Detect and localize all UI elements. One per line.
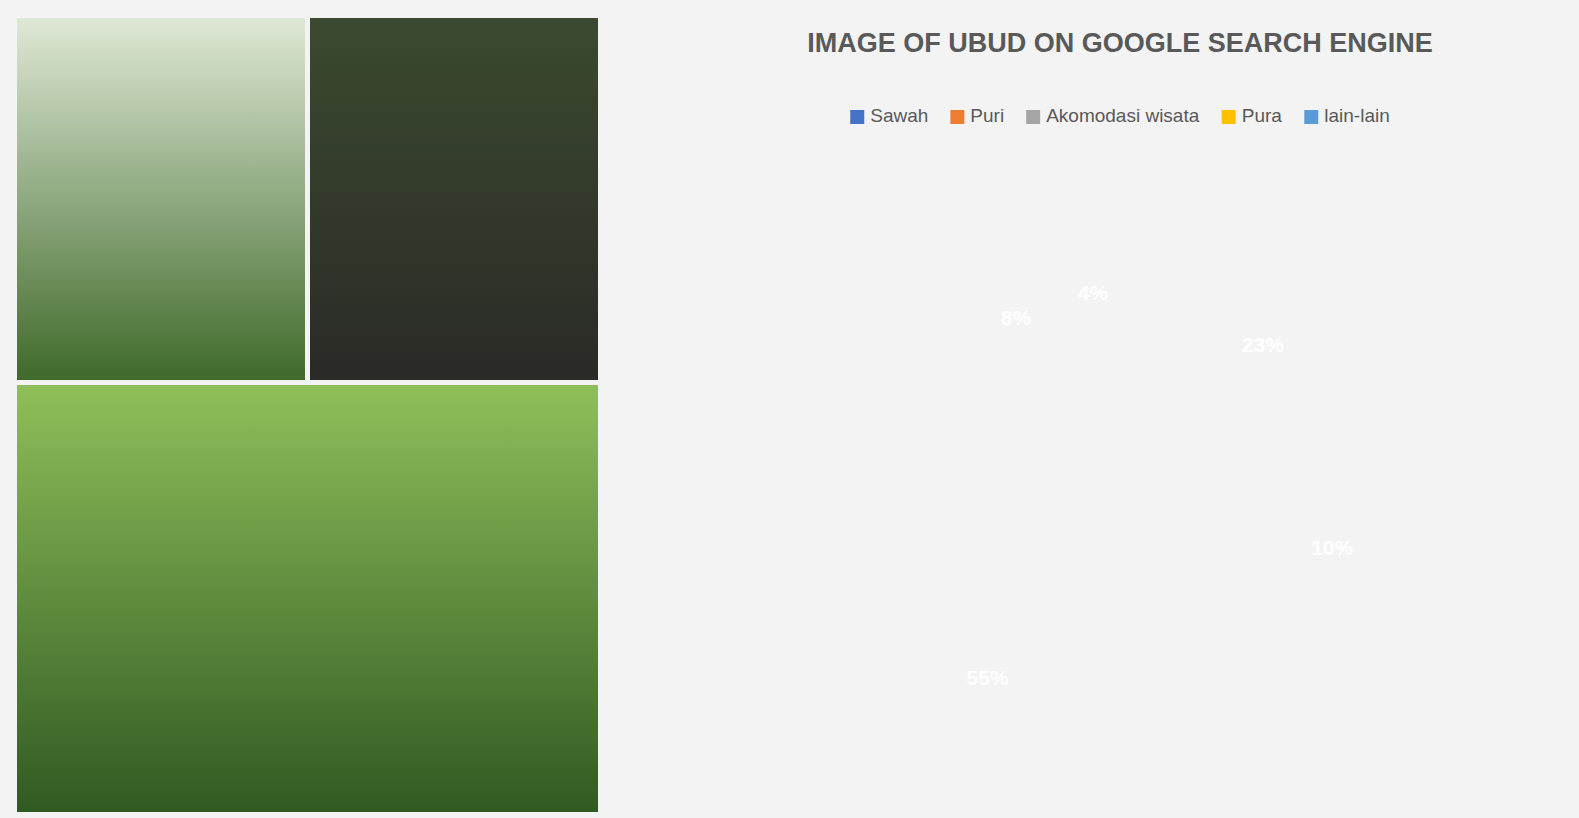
chart-title: IMAGE OF UBUD ON GOOGLE SEARCH ENGINE (807, 28, 1433, 58)
data-label: 8% (1001, 306, 1032, 329)
legend-swatch (950, 110, 964, 124)
legend-item: Pura (1222, 105, 1283, 126)
legend-swatch (850, 110, 864, 124)
legend-item: Puri (950, 105, 1004, 126)
legend-label: lain-lain (1324, 105, 1389, 126)
legend-item: lain-lain (1304, 105, 1389, 126)
legend-label: Pura (1242, 105, 1283, 126)
legend-label: Puri (970, 105, 1004, 126)
legend-swatch (1304, 110, 1318, 124)
background (0, 0, 1579, 818)
legend-swatch (1222, 110, 1236, 124)
data-label: 55% (967, 666, 1009, 689)
legend-label: Sawah (870, 105, 928, 126)
canvas: IMAGE OF UBUD ON GOOGLE SEARCH ENGINE Saw… (0, 0, 1579, 818)
legend-item: Akomodasi wisata (1026, 105, 1200, 126)
photo-placeholder (17, 385, 598, 812)
legend-item: Sawah (850, 105, 928, 126)
data-label: 4% (1078, 281, 1109, 304)
photo-placeholder (17, 18, 305, 380)
photo-placeholder (310, 18, 598, 380)
legend: Sawah Puri Akomodasi wisata Pura lain-lain (850, 105, 1390, 126)
data-label: 23% (1242, 333, 1284, 356)
photo-collage (17, 18, 598, 812)
data-labels: 23% 10% 55% 8% 4% (967, 281, 1354, 689)
legend-swatch (1026, 110, 1040, 124)
data-label: 10% (1311, 536, 1353, 559)
legend-label: Akomodasi wisata (1046, 105, 1200, 126)
